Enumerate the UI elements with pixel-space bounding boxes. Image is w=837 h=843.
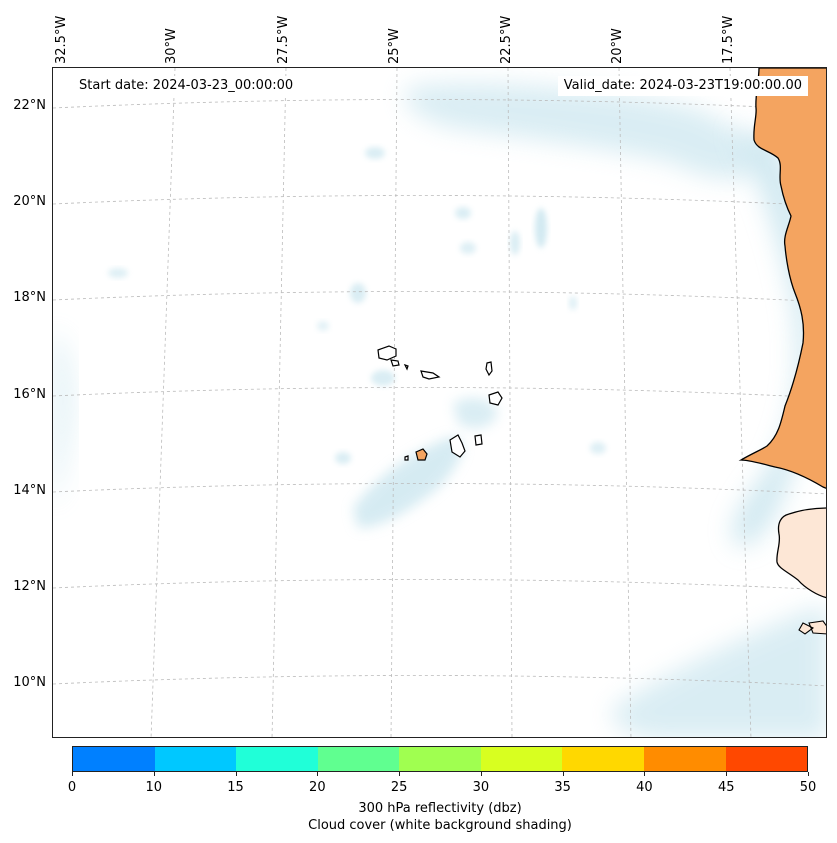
lon-label-17-5w: 17.5°W: [721, 15, 736, 64]
reflectivity-colorbar: [72, 746, 808, 772]
meridian-27-5w: [271, 68, 287, 737]
island-sal: [485, 361, 493, 377]
island-sao-vicente: [390, 359, 400, 367]
cloud-patch-7: [365, 147, 385, 159]
cloud-patch-6: [371, 370, 395, 386]
lon-label-27-5w: 27.5°W: [276, 15, 291, 64]
colorbar-segment-3: [317, 747, 400, 771]
island-maio: [474, 434, 483, 446]
island-boa-vista: [488, 391, 503, 406]
lon-label-20w: 20°W: [610, 28, 625, 64]
colorbar-segment-2: [236, 747, 318, 771]
colorbar-tick-label: 40: [636, 780, 653, 795]
colorbar-tick-label: 0: [67, 780, 77, 795]
colorbar-segment-0: [73, 747, 155, 771]
parallel-18n: [53, 291, 826, 303]
cloud-patch-1: [535, 208, 547, 248]
cloud-patch-11: [317, 321, 329, 331]
lon-label-25w: 25°W: [387, 28, 402, 64]
lat-label-18n: 18°N: [13, 290, 46, 305]
colorbar-tick-label: 50: [799, 780, 817, 795]
start-date-label: Start date: 2024-03-23_00:00:00: [73, 76, 300, 96]
cloud-patch-9: [460, 242, 476, 254]
guinea-bissau-islands: [798, 620, 826, 635]
parallel-14n: [53, 483, 826, 495]
lat-label-10n: 10°N: [13, 675, 46, 690]
colorbar-tick-mark: [644, 772, 646, 776]
colorbar-tick-mark: [808, 772, 809, 776]
gridlines: [53, 68, 826, 737]
cloud-patch-8: [590, 442, 606, 454]
meridian-20w: [618, 68, 632, 737]
lat-label-14n: 14°N: [13, 483, 46, 498]
colorbar-tick-label: 35: [554, 780, 571, 795]
parallel-22n: [53, 99, 826, 111]
cloud-band-south: [612, 608, 826, 737]
parallel-10n: [53, 675, 826, 687]
colorbar-tick-mark: [72, 772, 73, 776]
colorbar-tick-mark: [235, 772, 237, 776]
cloud-patch-2: [510, 231, 520, 255]
parallel-16n: [53, 387, 826, 399]
colorbar-tick-label: 30: [472, 780, 490, 795]
lon-label-22-5w: 22.5°W: [499, 15, 514, 64]
island-sao-nicolau: [420, 370, 441, 380]
colorbar-segment-8: [725, 747, 808, 771]
map-canvas: [53, 68, 826, 737]
parallel-12n: [53, 579, 826, 591]
island-santiago: [449, 434, 466, 458]
island-fogo: [415, 448, 428, 461]
colorbar-tick-mark: [399, 772, 401, 776]
colorbar-segment-4: [399, 747, 481, 771]
island-santa-luzia: [403, 363, 409, 371]
africa-mainland: [738, 68, 826, 489]
meridian-22-5w: [507, 68, 513, 737]
cloud-cover-layer: [53, 83, 826, 737]
island-brava: [404, 455, 409, 461]
lat-label-16n: 16°N: [13, 387, 46, 402]
africa-coast-south: [776, 507, 826, 599]
colorbar-label-cloud-cover: Cloud cover (white background shading): [308, 818, 572, 833]
colorbar-segment-1: [154, 747, 237, 771]
cloud-band-west: [53, 328, 73, 508]
colorbar-segment-5: [480, 747, 563, 771]
meridian-30w: [150, 68, 176, 737]
colorbar-tick-mark: [562, 772, 564, 776]
colorbar-tick-label: 15: [227, 780, 244, 795]
cloud-patch-center2: [453, 397, 498, 429]
meridian-25w: [390, 68, 398, 737]
island-santo-antao: [377, 345, 397, 361]
cloud-patch-4: [350, 283, 366, 303]
colorbar-segment-6: [562, 747, 644, 771]
cloud-patch-3: [455, 207, 471, 219]
colorbar-tick-label: 20: [309, 780, 326, 795]
cape-verde-islands: [377, 345, 503, 461]
colorbar-tick-mark: [480, 772, 482, 776]
colorbar-tick-mark: [726, 772, 728, 776]
lat-label-12n: 12°N: [13, 579, 46, 594]
lon-label-32-5w: 32.5°W: [54, 15, 69, 64]
colorbar-tick-label: 45: [717, 780, 735, 795]
parallel-20n: [53, 195, 826, 207]
lat-label-22n: 22°N: [13, 98, 46, 113]
colorbar-label-reflectivity: 300 hPa reflectivity (dbz): [358, 801, 522, 816]
cloud-patch-10: [108, 268, 128, 278]
meridian-17-5w: [729, 68, 752, 737]
map-panel: [52, 67, 827, 738]
colorbar-tick-label: 10: [145, 780, 163, 795]
cloud-patch-central: [353, 437, 463, 528]
valid-date-label: Valid_date: 2024-03-23T19:00:00.00: [557, 76, 808, 96]
colorbar-segment-7: [643, 747, 726, 771]
lat-label-20n: 20°N: [13, 194, 46, 209]
cloud-band-north: [405, 83, 758, 180]
cloud-patch-5: [335, 452, 351, 464]
colorbar-tick-mark: [153, 772, 155, 776]
lon-label-30w: 30°W: [164, 28, 179, 64]
colorbar-tick-mark: [317, 772, 319, 776]
cloud-patch-12: [569, 296, 577, 310]
colorbar-tick-label: 25: [390, 780, 408, 795]
